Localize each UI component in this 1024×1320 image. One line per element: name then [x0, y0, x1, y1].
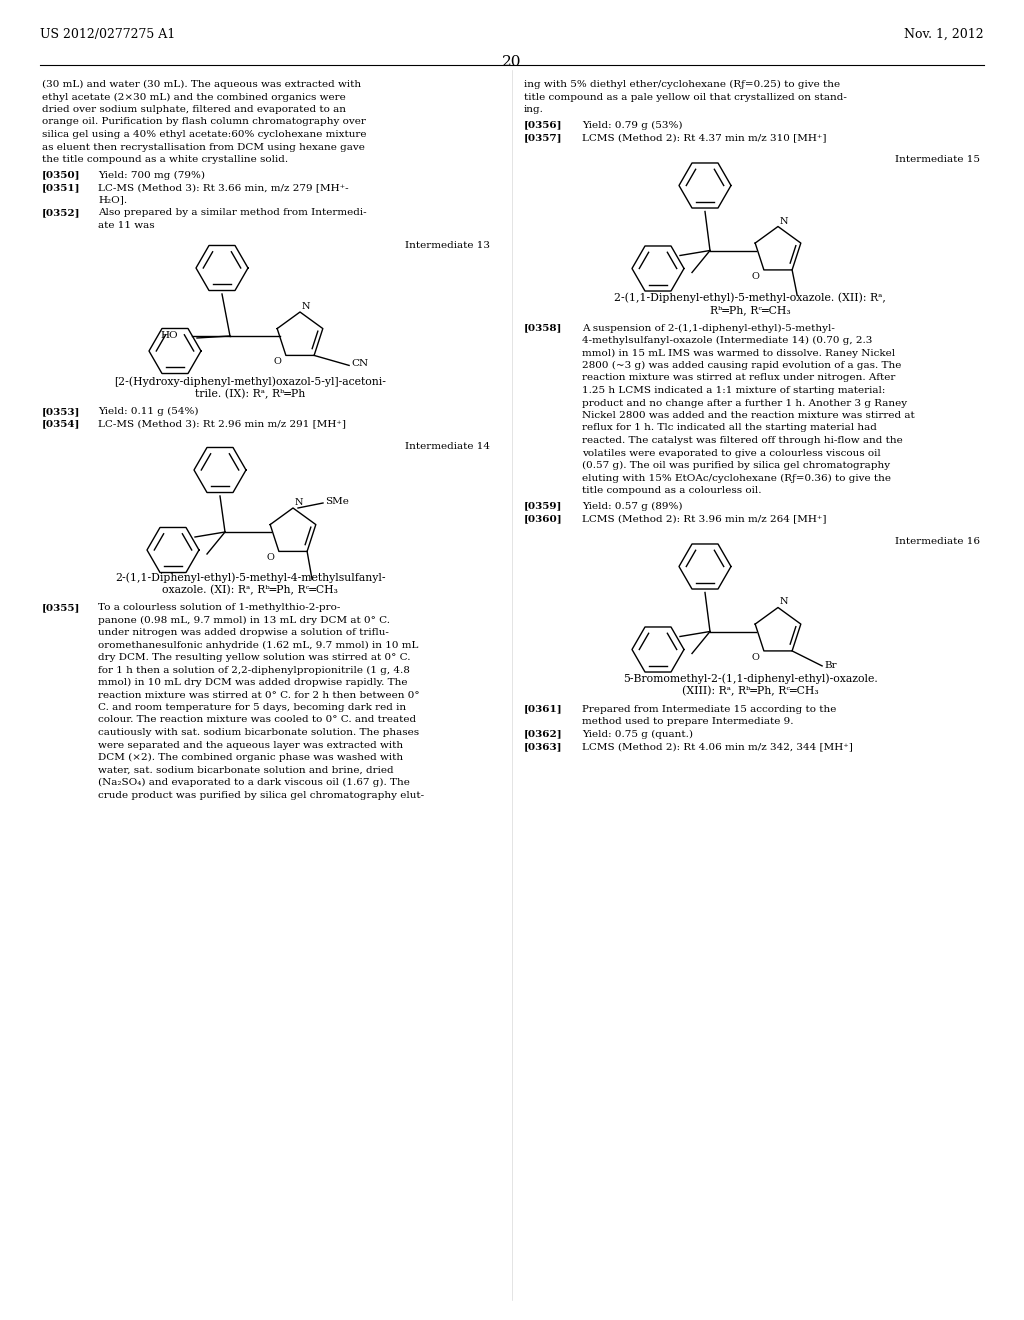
Text: [0354]: [0354] [42, 420, 80, 429]
Text: O: O [752, 272, 760, 281]
Text: dried over sodium sulphate, filtered and evaporated to an: dried over sodium sulphate, filtered and… [42, 106, 346, 114]
Text: oxazole. (XI): Rᵃ, Rᵇ═Ph, Rᶜ═CH₃: oxazole. (XI): Rᵃ, Rᵇ═Ph, Rᶜ═CH₃ [162, 585, 338, 595]
Text: panone (0.98 mL, 9.7 mmol) in 13 mL dry DCM at 0° C.: panone (0.98 mL, 9.7 mmol) in 13 mL dry … [98, 615, 390, 624]
Text: volatiles were evaporated to give a colourless viscous oil: volatiles were evaporated to give a colo… [582, 449, 881, 458]
Text: dry DCM. The resulting yellow solution was stirred at 0° C.: dry DCM. The resulting yellow solution w… [98, 653, 411, 663]
Text: [2-(Hydroxy-diphenyl-methyl)oxazol-5-yl]-acetoni-: [2-(Hydroxy-diphenyl-methyl)oxazol-5-yl]… [114, 376, 386, 387]
Text: O: O [273, 358, 282, 367]
Text: [0355]: [0355] [42, 603, 80, 612]
Text: reaction mixture was stirred at 0° C. for 2 h then between 0°: reaction mixture was stirred at 0° C. fo… [98, 690, 420, 700]
Text: [0358]: [0358] [524, 323, 562, 333]
Text: eluting with 15% EtOAc/cyclohexane (Rƒ=0.36) to give the: eluting with 15% EtOAc/cyclohexane (Rƒ=0… [582, 474, 891, 483]
Text: [0362]: [0362] [524, 730, 562, 738]
Text: the title compound as a white crystalline solid.: the title compound as a white crystallin… [42, 154, 288, 164]
Text: 1.25 h LCMS indicated a 1:1 mixture of starting material:: 1.25 h LCMS indicated a 1:1 mixture of s… [582, 385, 886, 395]
Text: O: O [752, 653, 760, 661]
Text: [0350]: [0350] [42, 170, 81, 180]
Text: method used to prepare Intermediate 9.: method used to prepare Intermediate 9. [582, 717, 794, 726]
Text: ethyl acetate (2×30 mL) and the combined organics were: ethyl acetate (2×30 mL) and the combined… [42, 92, 346, 102]
Text: Br: Br [824, 661, 837, 671]
Text: N: N [780, 216, 788, 226]
Text: 4-methylsulfanyl-oxazole (Intermediate 14) (0.70 g, 2.3: 4-methylsulfanyl-oxazole (Intermediate 1… [582, 337, 872, 345]
Text: [0360]: [0360] [524, 513, 562, 523]
Text: ing with 5% diethyl ether/cyclohexane (Rƒ=0.25) to give the: ing with 5% diethyl ether/cyclohexane (R… [524, 81, 840, 90]
Text: SMe: SMe [325, 498, 349, 506]
Text: cautiously with sat. sodium bicarbonate solution. The phases: cautiously with sat. sodium bicarbonate … [98, 729, 419, 737]
Text: Nov. 1, 2012: Nov. 1, 2012 [904, 28, 984, 41]
Text: for 1 h then a solution of 2,2-diphenylpropionitrile (1 g, 4.8: for 1 h then a solution of 2,2-diphenylp… [98, 665, 410, 675]
Text: [0356]: [0356] [524, 120, 562, 129]
Text: title compound as a colourless oil.: title compound as a colourless oil. [582, 486, 762, 495]
Text: Nickel 2800 was added and the reaction mixture was stirred at: Nickel 2800 was added and the reaction m… [582, 411, 914, 420]
Text: Yield: 0.79 g (53%): Yield: 0.79 g (53%) [582, 120, 683, 129]
Text: silica gel using a 40% ethyl acetate:60% cyclohexane mixture: silica gel using a 40% ethyl acetate:60%… [42, 129, 367, 139]
Text: HO: HO [160, 331, 177, 341]
Text: DCM (×2). The combined organic phase was washed with: DCM (×2). The combined organic phase was… [98, 752, 403, 762]
Text: [0353]: [0353] [42, 407, 80, 416]
Text: (0.57 g). The oil was purified by silica gel chromatography: (0.57 g). The oil was purified by silica… [582, 461, 890, 470]
Text: (XIII): Rᵃ, Rᵇ═Ph, Rᶜ═CH₃: (XIII): Rᵃ, Rᵇ═Ph, Rᶜ═CH₃ [682, 686, 818, 697]
Text: US 2012/0277275 A1: US 2012/0277275 A1 [40, 28, 175, 41]
Text: [0363]: [0363] [524, 742, 562, 751]
Text: CN: CN [351, 359, 369, 368]
Text: Yield: 0.75 g (quant.): Yield: 0.75 g (quant.) [582, 730, 693, 739]
Text: as eluent then recrystallisation from DCM using hexane gave: as eluent then recrystallisation from DC… [42, 143, 365, 152]
Text: Rᵇ═Ph, Rᶜ═CH₃: Rᵇ═Ph, Rᶜ═CH₃ [710, 305, 791, 315]
Text: [0351]: [0351] [42, 183, 81, 191]
Text: Prepared from Intermediate 15 according to the: Prepared from Intermediate 15 according … [582, 705, 837, 714]
Text: reacted. The catalyst was filtered off through hi-flow and the: reacted. The catalyst was filtered off t… [582, 436, 903, 445]
Text: (30 mL) and water (30 mL). The aqueous was extracted with: (30 mL) and water (30 mL). The aqueous w… [42, 81, 361, 90]
Text: mmol) in 15 mL IMS was warmed to dissolve. Raney Nickel: mmol) in 15 mL IMS was warmed to dissolv… [582, 348, 895, 358]
Text: [0357]: [0357] [524, 133, 562, 143]
Text: were separated and the aqueous layer was extracted with: were separated and the aqueous layer was… [98, 741, 403, 750]
Text: Yield: 700 mg (79%): Yield: 700 mg (79%) [98, 170, 205, 180]
Text: N: N [295, 498, 303, 507]
Text: (Na₂SO₄) and evaporated to a dark viscous oil (1.67 g). The: (Na₂SO₄) and evaporated to a dark viscou… [98, 777, 410, 787]
Text: N: N [780, 598, 788, 606]
Text: H₂O].: H₂O]. [98, 195, 127, 205]
Text: LC-MS (Method 3): Rt 2.96 min m/z 291 [MH⁺]: LC-MS (Method 3): Rt 2.96 min m/z 291 [M… [98, 420, 346, 429]
Text: LCMS (Method 2): Rt 4.06 min m/z 342, 344 [MH⁺]: LCMS (Method 2): Rt 4.06 min m/z 342, 34… [582, 742, 853, 751]
Text: Intermediate 14: Intermediate 14 [406, 442, 490, 451]
Text: 2-(1,1-Diphenyl-ethyl)-5-methyl-4-methylsulfanyl-: 2-(1,1-Diphenyl-ethyl)-5-methyl-4-methyl… [115, 572, 385, 582]
Text: 2-(1,1-Diphenyl-ethyl)-5-methyl-oxazole. (XII): Rᵃ,: 2-(1,1-Diphenyl-ethyl)-5-methyl-oxazole.… [614, 293, 886, 304]
Text: [0361]: [0361] [524, 705, 562, 714]
Text: A suspension of 2-(1,1-diphenyl-ethyl)-5-methyl-: A suspension of 2-(1,1-diphenyl-ethyl)-5… [582, 323, 835, 333]
Text: 20: 20 [502, 55, 522, 69]
Text: LCMS (Method 2): Rt 4.37 min m/z 310 [MH⁺]: LCMS (Method 2): Rt 4.37 min m/z 310 [MH… [582, 133, 826, 143]
Text: Yield: 0.57 g (89%): Yield: 0.57 g (89%) [582, 502, 683, 511]
Text: water, sat. sodium bicarbonate solution and brine, dried: water, sat. sodium bicarbonate solution … [98, 766, 393, 775]
Text: O: O [267, 553, 274, 562]
Text: mmol) in 10 mL dry DCM was added dropwise rapidly. The: mmol) in 10 mL dry DCM was added dropwis… [98, 678, 408, 688]
Text: 2800 (~3 g) was added causing rapid evolution of a gas. The: 2800 (~3 g) was added causing rapid evol… [582, 360, 901, 370]
Text: Intermediate 15: Intermediate 15 [895, 156, 980, 165]
Text: Intermediate 16: Intermediate 16 [895, 536, 980, 545]
Text: N: N [302, 302, 310, 312]
Text: 5-Bromomethyl-2-(1,1-diphenyl-ethyl)-oxazole.: 5-Bromomethyl-2-(1,1-diphenyl-ethyl)-oxa… [623, 673, 878, 684]
Text: C. and room temperature for 5 days, becoming dark red in: C. and room temperature for 5 days, beco… [98, 704, 407, 711]
Text: LCMS (Method 2): Rt 3.96 min m/z 264 [MH⁺]: LCMS (Method 2): Rt 3.96 min m/z 264 [MH… [582, 513, 826, 523]
Text: Yield: 0.11 g (54%): Yield: 0.11 g (54%) [98, 407, 199, 416]
Text: [0352]: [0352] [42, 209, 81, 216]
Text: reaction mixture was stirred at reflux under nitrogen. After: reaction mixture was stirred at reflux u… [582, 374, 895, 383]
Text: To a colourless solution of 1-methylthio-2-pro-: To a colourless solution of 1-methylthio… [98, 603, 340, 612]
Text: orange oil. Purification by flash column chromatography over: orange oil. Purification by flash column… [42, 117, 366, 127]
Text: ate 11 was: ate 11 was [98, 220, 155, 230]
Text: Also prepared by a similar method from Intermedi-: Also prepared by a similar method from I… [98, 209, 367, 216]
Text: oromethanesulfonic anhydride (1.62 mL, 9.7 mmol) in 10 mL: oromethanesulfonic anhydride (1.62 mL, 9… [98, 640, 419, 649]
Text: ing.: ing. [524, 106, 544, 114]
Text: trile. (IX): Rᵃ, Rᵇ═Ph: trile. (IX): Rᵃ, Rᵇ═Ph [195, 388, 305, 399]
Text: title compound as a pale yellow oil that crystallized on stand-: title compound as a pale yellow oil that… [524, 92, 847, 102]
Text: product and no change after a further 1 h. Another 3 g Raney: product and no change after a further 1 … [582, 399, 907, 408]
Text: under nitrogen was added dropwise a solution of triflu-: under nitrogen was added dropwise a solu… [98, 628, 389, 638]
Text: reflux for 1 h. Tlc indicated all the starting material had: reflux for 1 h. Tlc indicated all the st… [582, 424, 877, 433]
Text: colour. The reaction mixture was cooled to 0° C. and treated: colour. The reaction mixture was cooled … [98, 715, 416, 725]
Text: [0359]: [0359] [524, 502, 562, 511]
Text: crude product was purified by silica gel chromatography elut-: crude product was purified by silica gel… [98, 791, 424, 800]
Text: LC-MS (Method 3): Rt 3.66 min, m/z 279 [MH⁺-: LC-MS (Method 3): Rt 3.66 min, m/z 279 [… [98, 183, 348, 191]
Text: Intermediate 13: Intermediate 13 [406, 242, 490, 249]
